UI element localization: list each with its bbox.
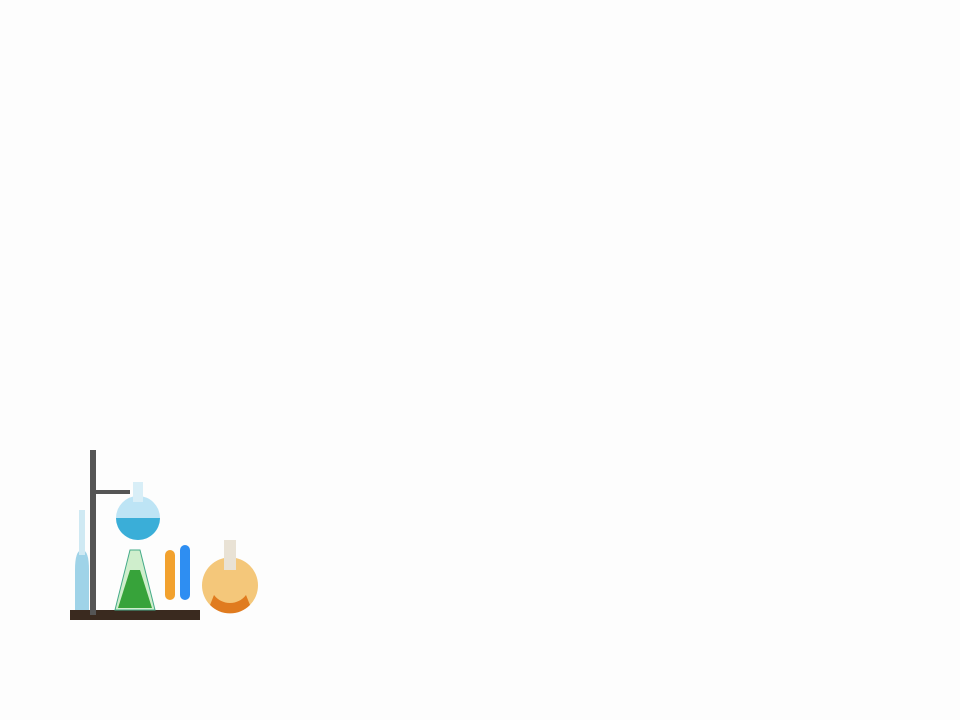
- diagram-stage: [0, 0, 960, 720]
- lab-glassware-icon: [60, 430, 260, 630]
